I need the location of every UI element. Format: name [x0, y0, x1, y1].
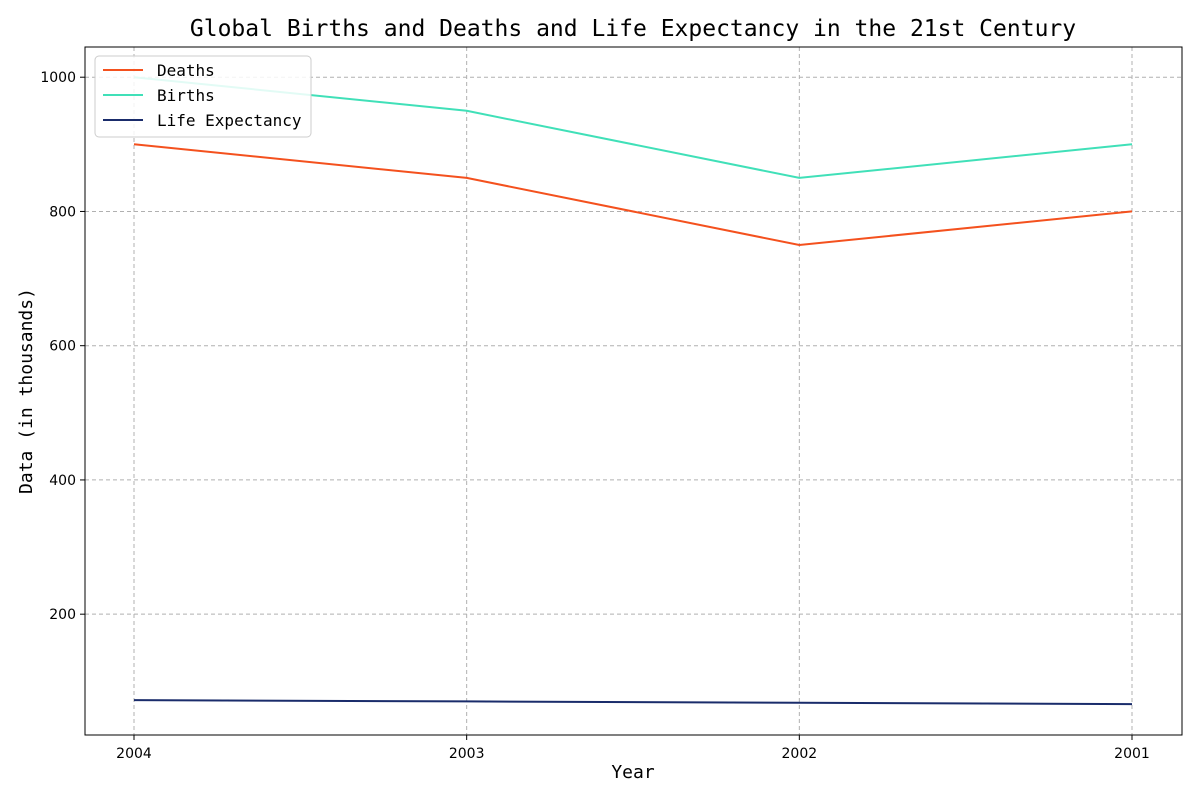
y-tick-label: 200	[49, 607, 76, 623]
plot-frame	[84, 46, 1183, 736]
y-tick-label: 800	[49, 204, 76, 220]
legend-label-births: Births	[157, 86, 215, 105]
legend-box	[94, 55, 312, 138]
x-tick-label: 2003	[449, 746, 485, 762]
series-line-deaths	[133, 143, 1133, 247]
legend-label-life-expectancy: Life Expectancy	[157, 111, 302, 130]
y-tick-label: 1000	[40, 70, 76, 86]
x-tick-label: 2001	[1114, 746, 1150, 762]
y-axis-ticks: 200 400 600 800 1000	[40, 70, 85, 623]
x-axis-label: Year	[611, 762, 655, 783]
y-axis-label: Data (in thousands)	[16, 288, 37, 494]
legend-label-deaths: Deaths	[157, 61, 215, 80]
series-line-life-expectancy	[133, 699, 1133, 706]
series-lines	[133, 76, 1133, 706]
y-tick-label: 600	[49, 339, 76, 355]
chart-title: Global Births and Deaths and Life Expect…	[190, 16, 1076, 42]
grid	[85, 47, 1182, 735]
y-tick-label: 400	[49, 473, 76, 489]
legend: Deaths Births Life Expectancy	[94, 55, 312, 138]
x-axis-ticks: 2004 2003 2002 2001	[116, 735, 1150, 762]
x-tick-label: 2002	[782, 746, 818, 762]
x-tick-label: 2004	[116, 746, 152, 762]
